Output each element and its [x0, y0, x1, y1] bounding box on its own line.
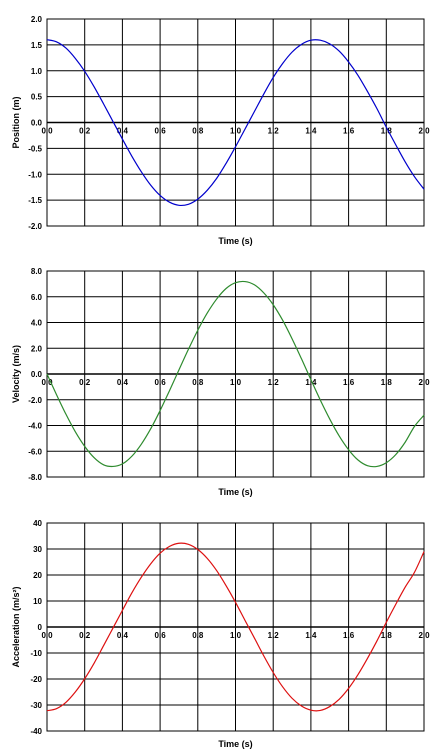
y-tick-label: 2.0: [31, 344, 43, 353]
y-tick-label: 20: [33, 571, 42, 580]
x-tick-label: 1.6: [343, 631, 355, 640]
x-tick-label: 0.4: [117, 631, 129, 640]
x-tick-label: 0.8: [192, 378, 204, 387]
x-tick-label: 0.8: [192, 127, 204, 136]
y-tick-label: -8.0: [28, 473, 42, 482]
y-tick-label: -10: [30, 649, 42, 658]
y-tick-label: 0.0: [31, 119, 43, 128]
y-tick-label: 8.0: [31, 267, 43, 276]
x-tick-label: 0.4: [117, 378, 129, 387]
y-tick-label: -2.0: [28, 396, 42, 405]
y-tick-label: -1.5: [28, 196, 42, 205]
y-tick-label: -30: [30, 701, 42, 710]
y-tick-label: -4.0: [28, 422, 42, 431]
y-tick-label: -20: [30, 675, 42, 684]
x-tick-label: 1.8: [381, 378, 393, 387]
x-tick-label: 1.2: [268, 378, 280, 387]
x-tick-label: 0.0: [41, 378, 53, 387]
x-tick-label: 1.2: [268, 631, 280, 640]
y-axis-title: Acceleration (m/s²): [11, 586, 21, 667]
x-tick-label: 0.8: [192, 631, 204, 640]
y-tick-label: 0.5: [31, 93, 43, 102]
series-line: [46, 542, 425, 712]
x-axis-title: Time (s): [218, 739, 252, 749]
x-tick-label: 0.6: [155, 631, 167, 640]
series-line: [46, 280, 425, 468]
chart-1: 2.0 1.5 1.0 0.5 0.0 -0.5 -1.0 -1.5 -2.0 0.0 0.2 0.4…: [11, 15, 430, 246]
y-tick-label: 2.0: [31, 15, 43, 24]
x-tick-label: 1.0: [230, 631, 242, 640]
x-tick-label: 0.0: [41, 127, 53, 136]
x-tick-label: 0.6: [155, 378, 167, 387]
x-tick-label: 0.2: [79, 378, 91, 387]
x-tick-label: 1.0: [230, 127, 242, 136]
y-axis-title: Velocity (m/s): [11, 345, 21, 403]
y-tick-label: 30: [33, 545, 42, 554]
x-tick-label: 0.2: [79, 631, 91, 640]
chart-3: 40 30 20 10 0 -10 -20 -30 -40 0.0 0.2 0.4 0.6 0.8 1.0 1…: [11, 519, 430, 749]
y-tick-label: -1.0: [28, 170, 42, 179]
x-tick-label: 1.6: [343, 127, 355, 136]
y-axis-title: Position (m): [11, 97, 21, 149]
x-tick-label: 2.0: [418, 631, 430, 640]
x-tick-label: 1.8: [381, 631, 393, 640]
x-tick-label: 1.4: [305, 378, 317, 387]
y-tick-label: -2.0: [28, 222, 42, 231]
y-tick-label: 6.0: [31, 293, 43, 302]
y-tick-label: -6.0: [28, 447, 42, 456]
y-tick-label: 0: [38, 623, 43, 632]
y-tick-label: 10: [33, 597, 42, 606]
y-tick-label: 40: [33, 519, 42, 528]
x-axis-title: Time (s): [218, 236, 252, 246]
x-axis-title: Time (s): [218, 487, 252, 497]
y-tick-label: 1.0: [31, 67, 43, 76]
y-tick-label: 0.0: [31, 370, 43, 379]
series-line: [46, 39, 425, 207]
x-tick-label: 1.4: [305, 127, 317, 136]
x-tick-label: 0.6: [155, 127, 167, 136]
x-tick-label: 1.4: [305, 631, 317, 640]
chart-2: 8.0 6.0 4.0 2.0 0.0 -2.0 -4.0 -6.0 -8.0 0.0 0.2 0.4…: [11, 267, 430, 497]
y-tick-label: 1.5: [31, 41, 43, 50]
x-tick-label: 0.4: [117, 127, 129, 136]
x-tick-label: 0.0: [41, 631, 53, 640]
x-tick-label: 1.0: [230, 378, 242, 387]
x-tick-label: 1.6: [343, 378, 355, 387]
y-tick-label: -0.5: [28, 144, 42, 153]
x-tick-label: 1.2: [268, 127, 280, 136]
y-tick-label: 4.0: [31, 319, 43, 328]
y-tick-label: -40: [30, 727, 42, 736]
x-tick-label: 0.2: [79, 127, 91, 136]
x-tick-label: 2.0: [418, 127, 430, 136]
x-tick-label: 1.8: [381, 127, 393, 136]
x-tick-label: 2.0: [418, 378, 430, 387]
